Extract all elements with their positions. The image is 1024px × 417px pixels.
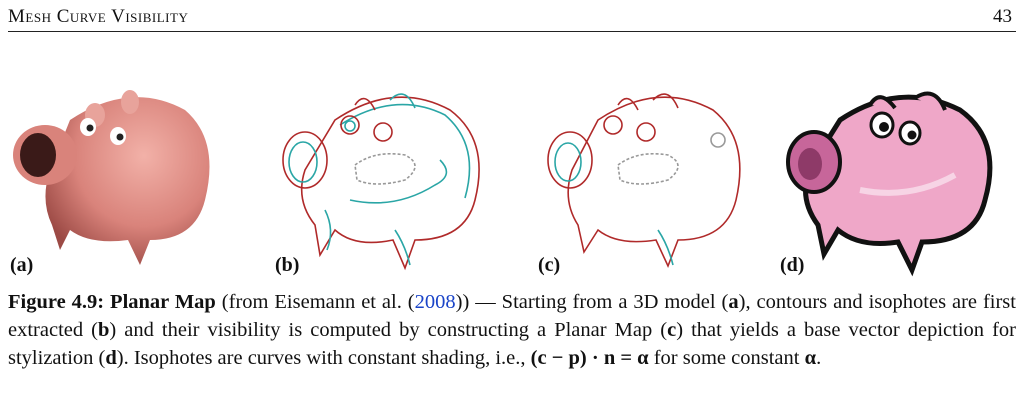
caption-text: ), contours and isophotes are first extr… bbox=[8, 291, 1016, 341]
figure: (a) (b) bbox=[0, 80, 1024, 280]
panel-label: (b) bbox=[275, 254, 300, 276]
figure-title: Planar Map bbox=[110, 291, 216, 313]
caption-text: ) that yields a base vector depiction fo… bbox=[8, 319, 1016, 369]
stylized-pig-illustration bbox=[786, 91, 993, 277]
contour-isophote-pig-illustration bbox=[282, 93, 480, 271]
caption-text: . bbox=[816, 347, 822, 369]
panel-d: (d) bbox=[770, 80, 1020, 280]
caption-text: for some constant bbox=[648, 347, 805, 369]
page-header: Mesh Curve Visibility 43 bbox=[8, 4, 1016, 30]
panel-ref-a: a bbox=[728, 291, 739, 313]
panel-a: (a) bbox=[0, 80, 250, 280]
caption-text: ). Isophotes are curves with constant sh… bbox=[116, 347, 531, 369]
panel-c: (c) bbox=[528, 80, 778, 280]
panel-ref-c: c bbox=[667, 319, 677, 341]
panel-label: (d) bbox=[780, 254, 805, 276]
isophote-formula: (c − p) · n = α bbox=[530, 347, 649, 369]
citation-link[interactable]: 2008 bbox=[414, 291, 456, 313]
running-title: Mesh Curve Visibility bbox=[8, 6, 189, 27]
panel-ref-d: d bbox=[105, 347, 117, 369]
figure-label: Figure 4.9: bbox=[8, 291, 105, 313]
caption-text: ) and their visibility is computed by co… bbox=[109, 319, 668, 341]
alpha-symbol: α bbox=[804, 347, 817, 369]
figure-caption: Figure 4.9: Planar Map (from Eisemann et… bbox=[8, 288, 1016, 372]
caption-text: (from Eisemann et al. ( bbox=[215, 291, 415, 313]
panel-label: (c) bbox=[538, 254, 561, 276]
panel-label: (a) bbox=[10, 254, 34, 276]
panel-ref-b: b bbox=[98, 319, 110, 341]
caption-text: )) — Starting from a 3D model ( bbox=[455, 291, 729, 313]
header-rule bbox=[8, 31, 1016, 32]
page-number: 43 bbox=[993, 6, 1012, 27]
panel-b: (b) bbox=[265, 80, 515, 280]
planar-map-pig-illustration bbox=[547, 93, 741, 269]
shaded-pig-illustration bbox=[13, 90, 210, 265]
